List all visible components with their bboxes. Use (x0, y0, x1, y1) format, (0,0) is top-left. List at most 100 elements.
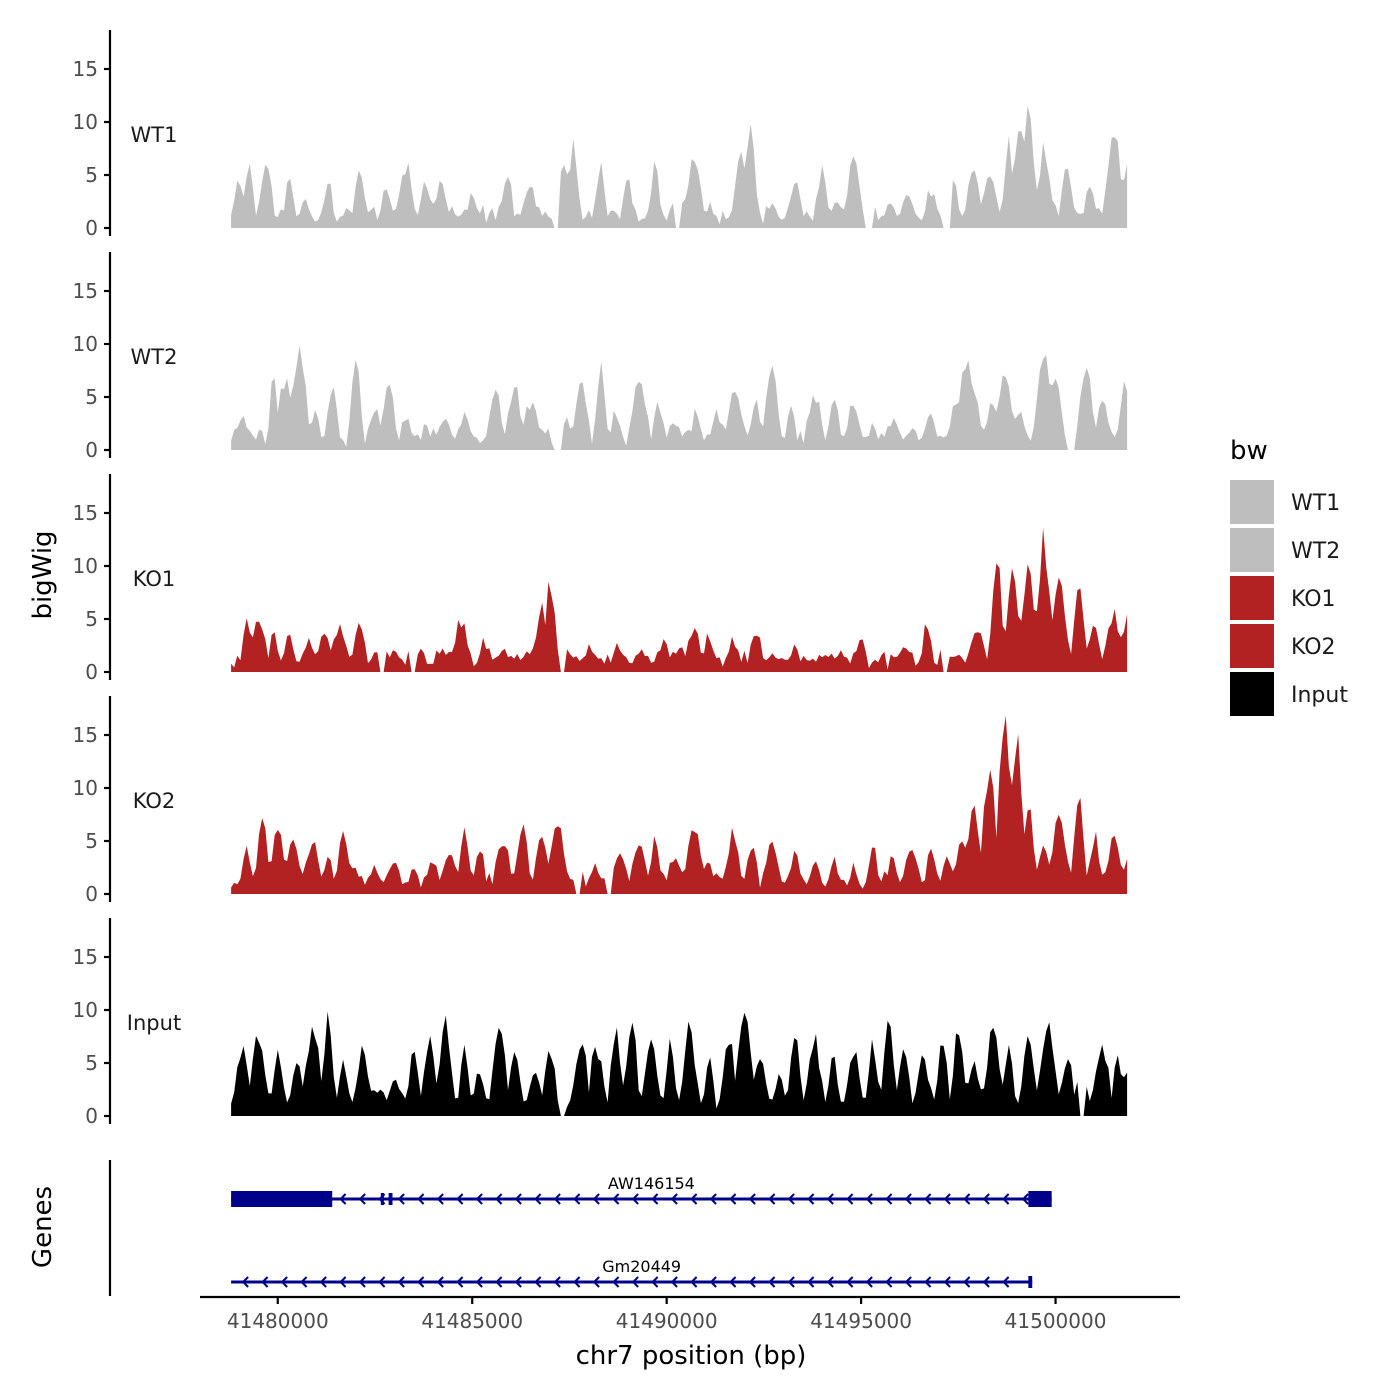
strand-arrow-icon (456, 1276, 464, 1288)
strand-arrow-icon (1021, 1193, 1029, 1205)
strand-arrow-icon (436, 1276, 444, 1288)
y-tick-label: 10 (73, 110, 98, 134)
strand-arrow-icon (787, 1276, 795, 1288)
gene-exon (1028, 1276, 1033, 1288)
coverage-area-input (231, 1011, 1128, 1116)
track-panel-ko2: 0 5 10 15 KO2 (73, 696, 1128, 906)
strand-arrow-icon (534, 1276, 542, 1288)
strand-arrow-icon (651, 1276, 659, 1288)
gene-exon (1028, 1191, 1052, 1207)
track-panel-input: 0 5 10 15 Input (73, 918, 1128, 1128)
y-tick-label: 10 (73, 332, 98, 356)
strand-arrow-icon (807, 1276, 815, 1288)
strand-arrow-icon (982, 1193, 990, 1205)
gene-label: AW146154 (608, 1174, 695, 1193)
x-tick-label: 41500000 (1005, 1309, 1107, 1333)
strand-arrow-icon (573, 1193, 581, 1205)
x-tick-label: 41485000 (421, 1309, 523, 1333)
strand-arrow-icon (865, 1193, 873, 1205)
strand-arrow-icon (943, 1276, 951, 1288)
strand-arrow-icon (553, 1193, 561, 1205)
strand-arrow-icon (378, 1276, 386, 1288)
strand-arrow-icon (826, 1193, 834, 1205)
strand-arrow-icon (885, 1276, 893, 1288)
strand-arrow-icon (475, 1193, 483, 1205)
strand-arrow-icon (768, 1276, 776, 1288)
track-label: WT2 (131, 345, 178, 369)
strand-arrow-icon (553, 1276, 561, 1288)
gene-aw146154: AW146154 (231, 1174, 1052, 1207)
strand-arrow-icon (670, 1276, 678, 1288)
y-tick-label: 10 (73, 554, 98, 578)
y-tick-label: 0 (85, 660, 98, 684)
strand-arrow-icon (709, 1276, 717, 1288)
strand-arrow-icon (397, 1276, 405, 1288)
strand-arrow-icon (651, 1193, 659, 1205)
strand-arrow-icon (319, 1276, 327, 1288)
y-tick-label: 15 (73, 57, 98, 81)
legend: bw WT1 WT2 KO1 KO2 Input (1230, 436, 1348, 716)
strand-arrow-icon (631, 1193, 639, 1205)
y-tick-label: 5 (85, 1051, 98, 1075)
strand-arrow-icon (534, 1193, 542, 1205)
strand-arrow-icon (729, 1193, 737, 1205)
strand-arrow-icon (982, 1276, 990, 1288)
legend-swatch-ko1 (1230, 576, 1274, 620)
strand-arrow-icon (709, 1193, 717, 1205)
strand-arrow-icon (826, 1276, 834, 1288)
y-tick-label: 5 (85, 163, 98, 187)
gene-exon (380, 1193, 384, 1205)
y-tick-label: 5 (85, 607, 98, 631)
strand-arrow-icon (456, 1193, 464, 1205)
legend-label-wt1: WT1 (1291, 491, 1340, 516)
y-axis-title: bigWig (28, 530, 58, 619)
strand-arrow-icon (1002, 1193, 1010, 1205)
y-tick-label: 0 (85, 882, 98, 906)
strand-arrow-icon (865, 1276, 873, 1288)
strand-arrow-icon (280, 1276, 288, 1288)
genes-axis-title: Genes (28, 1186, 58, 1268)
legend-title: bw (1230, 436, 1268, 466)
strand-arrow-icon (495, 1193, 503, 1205)
legend-label-ko2: KO2 (1291, 635, 1336, 660)
strand-arrow-icon (339, 1193, 347, 1205)
track-label: KO1 (133, 567, 176, 591)
strand-arrow-icon (1002, 1276, 1010, 1288)
y-tick-label: 0 (85, 438, 98, 462)
strand-arrow-icon (358, 1276, 366, 1288)
track-label: Input (127, 1011, 181, 1035)
strand-arrow-icon (475, 1276, 483, 1288)
y-tick-label: 0 (85, 216, 98, 240)
legend-label-input: Input (1291, 683, 1348, 708)
strand-arrow-icon (397, 1193, 405, 1205)
strand-arrow-icon (631, 1276, 639, 1288)
coverage-area-ko1 (231, 527, 1128, 672)
strand-arrow-icon (963, 1276, 971, 1288)
legend-swatch-wt1 (1230, 480, 1274, 524)
track-label: KO2 (133, 789, 176, 813)
strand-arrow-icon (846, 1193, 854, 1205)
strand-arrow-icon (787, 1193, 795, 1205)
strand-arrow-icon (514, 1276, 522, 1288)
strand-arrow-icon (768, 1193, 776, 1205)
strand-arrow-icon (924, 1276, 932, 1288)
coverage-area-wt1 (231, 105, 1128, 228)
strand-arrow-icon (612, 1276, 620, 1288)
y-tick-label: 15 (73, 723, 98, 747)
coverage-panels: 0 5 10 15 WT1 0 5 10 15 WT2 0 5 10 15 KO1 0 5 10 15 KO2 0 5 10… (73, 30, 1128, 1128)
legend-label-wt2: WT2 (1291, 539, 1340, 564)
strand-arrow-icon (846, 1276, 854, 1288)
track-panel-wt1: 0 5 10 15 WT1 (73, 30, 1128, 240)
strand-arrow-icon (514, 1193, 522, 1205)
strand-arrow-icon (300, 1276, 308, 1288)
y-tick-label: 15 (73, 945, 98, 969)
strand-arrow-icon (943, 1193, 951, 1205)
strand-arrow-icon (904, 1276, 912, 1288)
strand-arrow-icon (807, 1193, 815, 1205)
y-tick-label: 10 (73, 776, 98, 800)
gene-gm20449: Gm20449 (231, 1257, 1033, 1288)
coverage-area-wt2 (231, 345, 1128, 450)
x-tick-label: 41495000 (810, 1309, 912, 1333)
strand-arrow-icon (339, 1276, 347, 1288)
